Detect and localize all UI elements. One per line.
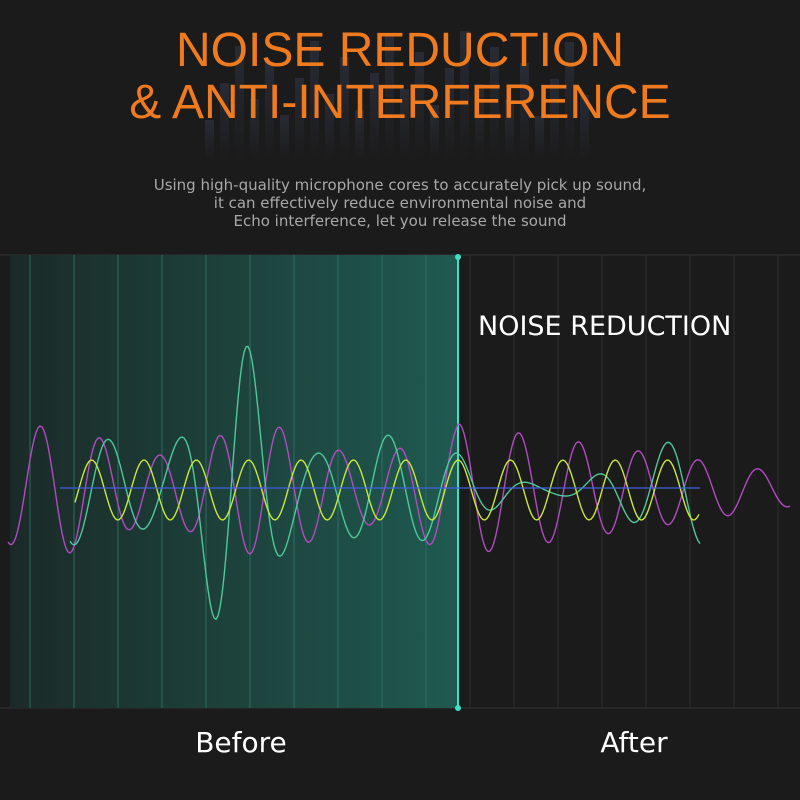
- eq-bar: [250, 99, 259, 160]
- after-label: After: [600, 726, 668, 759]
- eq-bar: [235, 46, 244, 160]
- title-line: NOISE REDUCTION: [176, 24, 624, 77]
- eq-bar: [355, 110, 364, 160]
- before-label: Before: [195, 726, 287, 759]
- eq-bar: [385, 36, 394, 160]
- eq-bar: [370, 73, 379, 160]
- eq-bar: [205, 120, 214, 160]
- eq-bar: [565, 42, 574, 160]
- title-line: & ANTI-INTERFERENCE: [129, 76, 670, 129]
- eq-bar: [295, 78, 304, 160]
- eq-bar: [460, 31, 469, 160]
- eq-bar: [220, 83, 229, 160]
- eq-bar: [520, 63, 529, 160]
- eq-bar: [535, 116, 544, 160]
- eq-bar: [580, 95, 589, 160]
- equalizer-bars: [205, 31, 589, 160]
- eq-bar: [400, 89, 409, 160]
- eq-bar: [280, 115, 289, 160]
- eq-bar: [265, 62, 274, 160]
- eq-bar: [310, 41, 319, 160]
- before-panel: [10, 255, 458, 708]
- waveforms: [7, 345, 791, 621]
- eq-bar: [490, 47, 499, 160]
- panel-label: NOISE REDUCTION: [478, 311, 731, 342]
- description-line: Echo interference, let you release the s…: [234, 212, 567, 230]
- noise-wave: [7, 423, 791, 555]
- eq-bar: [445, 68, 454, 160]
- divider-dot: [455, 705, 461, 711]
- divider-dot: [455, 254, 461, 260]
- grid: [29, 255, 779, 708]
- description-line: it can effectively reduce environmental …: [214, 194, 586, 212]
- eq-bar: [325, 94, 334, 160]
- description-line: Using high-quality microphone cores to a…: [154, 176, 647, 194]
- eq-bar: [505, 100, 514, 160]
- eq-bar: [550, 79, 559, 160]
- eq-bar: [430, 105, 439, 160]
- clean-wave: [74, 459, 700, 521]
- eq-bar: [475, 84, 484, 160]
- eq-bar: [415, 52, 424, 160]
- voice-wave: [69, 345, 701, 621]
- eq-bar: [340, 57, 349, 160]
